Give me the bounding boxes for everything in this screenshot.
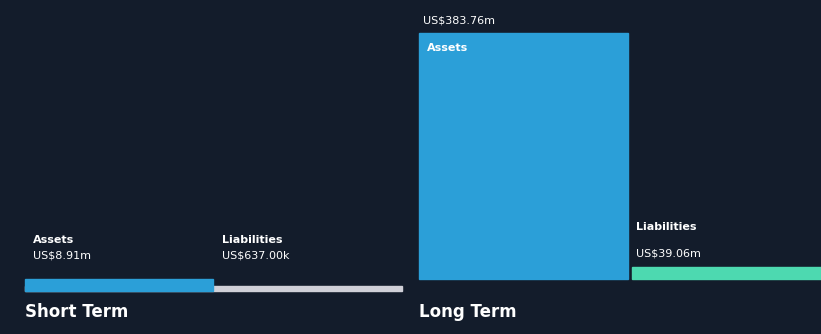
Bar [25, 279, 213, 291]
Bar [632, 267, 821, 279]
Text: Short Term: Short Term [25, 303, 128, 321]
Text: US$8.91m: US$8.91m [33, 250, 91, 261]
Text: Liabilities: Liabilities [636, 222, 696, 232]
Text: US$39.06m: US$39.06m [636, 249, 701, 259]
Text: Long Term: Long Term [419, 303, 516, 321]
Bar [419, 33, 628, 279]
Text: Assets: Assets [33, 235, 74, 245]
Bar [25, 286, 402, 291]
Text: Assets: Assets [427, 43, 468, 53]
Text: US$383.76m: US$383.76m [423, 15, 495, 25]
Text: US$637.00k: US$637.00k [222, 250, 289, 261]
Text: Liabilities: Liabilities [222, 235, 282, 245]
